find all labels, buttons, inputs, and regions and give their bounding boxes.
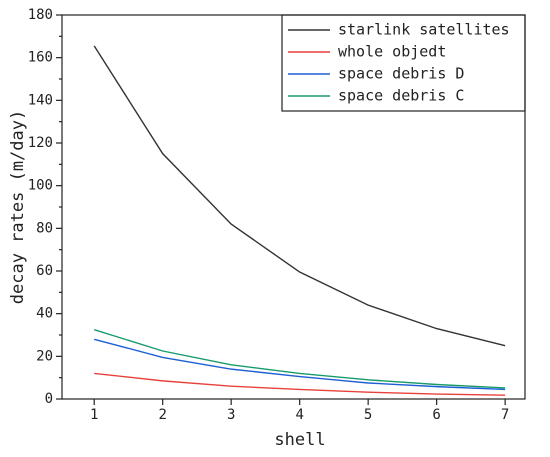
legend-label: space debris D: [338, 65, 464, 83]
y-tick-label: 140: [28, 92, 53, 108]
y-tick-label: 160: [28, 50, 53, 66]
series-line: [93, 45, 506, 347]
series-line: [94, 372, 506, 396]
series-line: [93, 328, 506, 389]
legend-label: starlink satellites: [338, 21, 510, 39]
y-tick-label: 100: [28, 178, 53, 194]
y-tick-label: 40: [36, 306, 53, 322]
y-axis-label: decay rates (m/day): [8, 110, 28, 304]
x-tick-label: 1: [90, 407, 98, 423]
x-tick-label: 6: [432, 407, 440, 423]
y-tick-label: 20: [36, 348, 53, 364]
y-tick-label: 60: [36, 263, 53, 279]
x-tick-label: 3: [227, 407, 235, 423]
legend-label: whole objedt: [338, 43, 446, 61]
y-tick-label: 180: [28, 7, 53, 23]
series-line: [94, 338, 506, 391]
legend-box: [281, 14, 526, 112]
y-tick-label: 120: [28, 135, 53, 151]
x-tick-label: 5: [364, 407, 372, 423]
x-tick-label: 7: [501, 407, 509, 423]
y-tick-label: 0: [45, 391, 53, 407]
x-axis-label: shell: [274, 430, 325, 450]
x-tick-label: 2: [158, 407, 166, 423]
legend-label: space debris C: [338, 87, 464, 105]
x-tick-label: 4: [295, 407, 303, 423]
y-tick-label: 80: [36, 220, 53, 236]
